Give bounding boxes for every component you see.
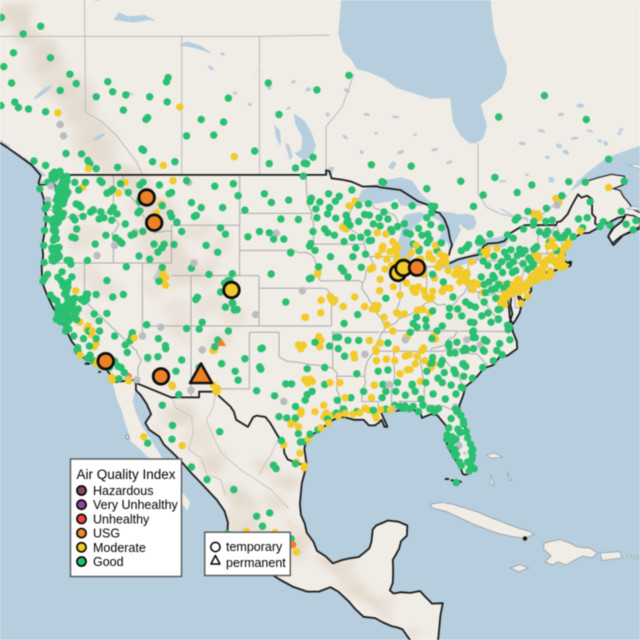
svg-text:Unhealthy: Unhealthy (93, 512, 150, 526)
svg-text:Hazardous: Hazardous (93, 484, 153, 498)
svg-text:Moderate: Moderate (93, 541, 146, 555)
svg-text:Good: Good (93, 555, 124, 569)
svg-text:temporary: temporary (226, 540, 283, 554)
svg-text:USG: USG (93, 527, 120, 541)
svg-text:permanent: permanent (226, 556, 286, 570)
svg-text:Very Unhealthy: Very Unhealthy (93, 498, 179, 512)
svg-text:Air Quality Index: Air Quality Index (76, 467, 175, 482)
